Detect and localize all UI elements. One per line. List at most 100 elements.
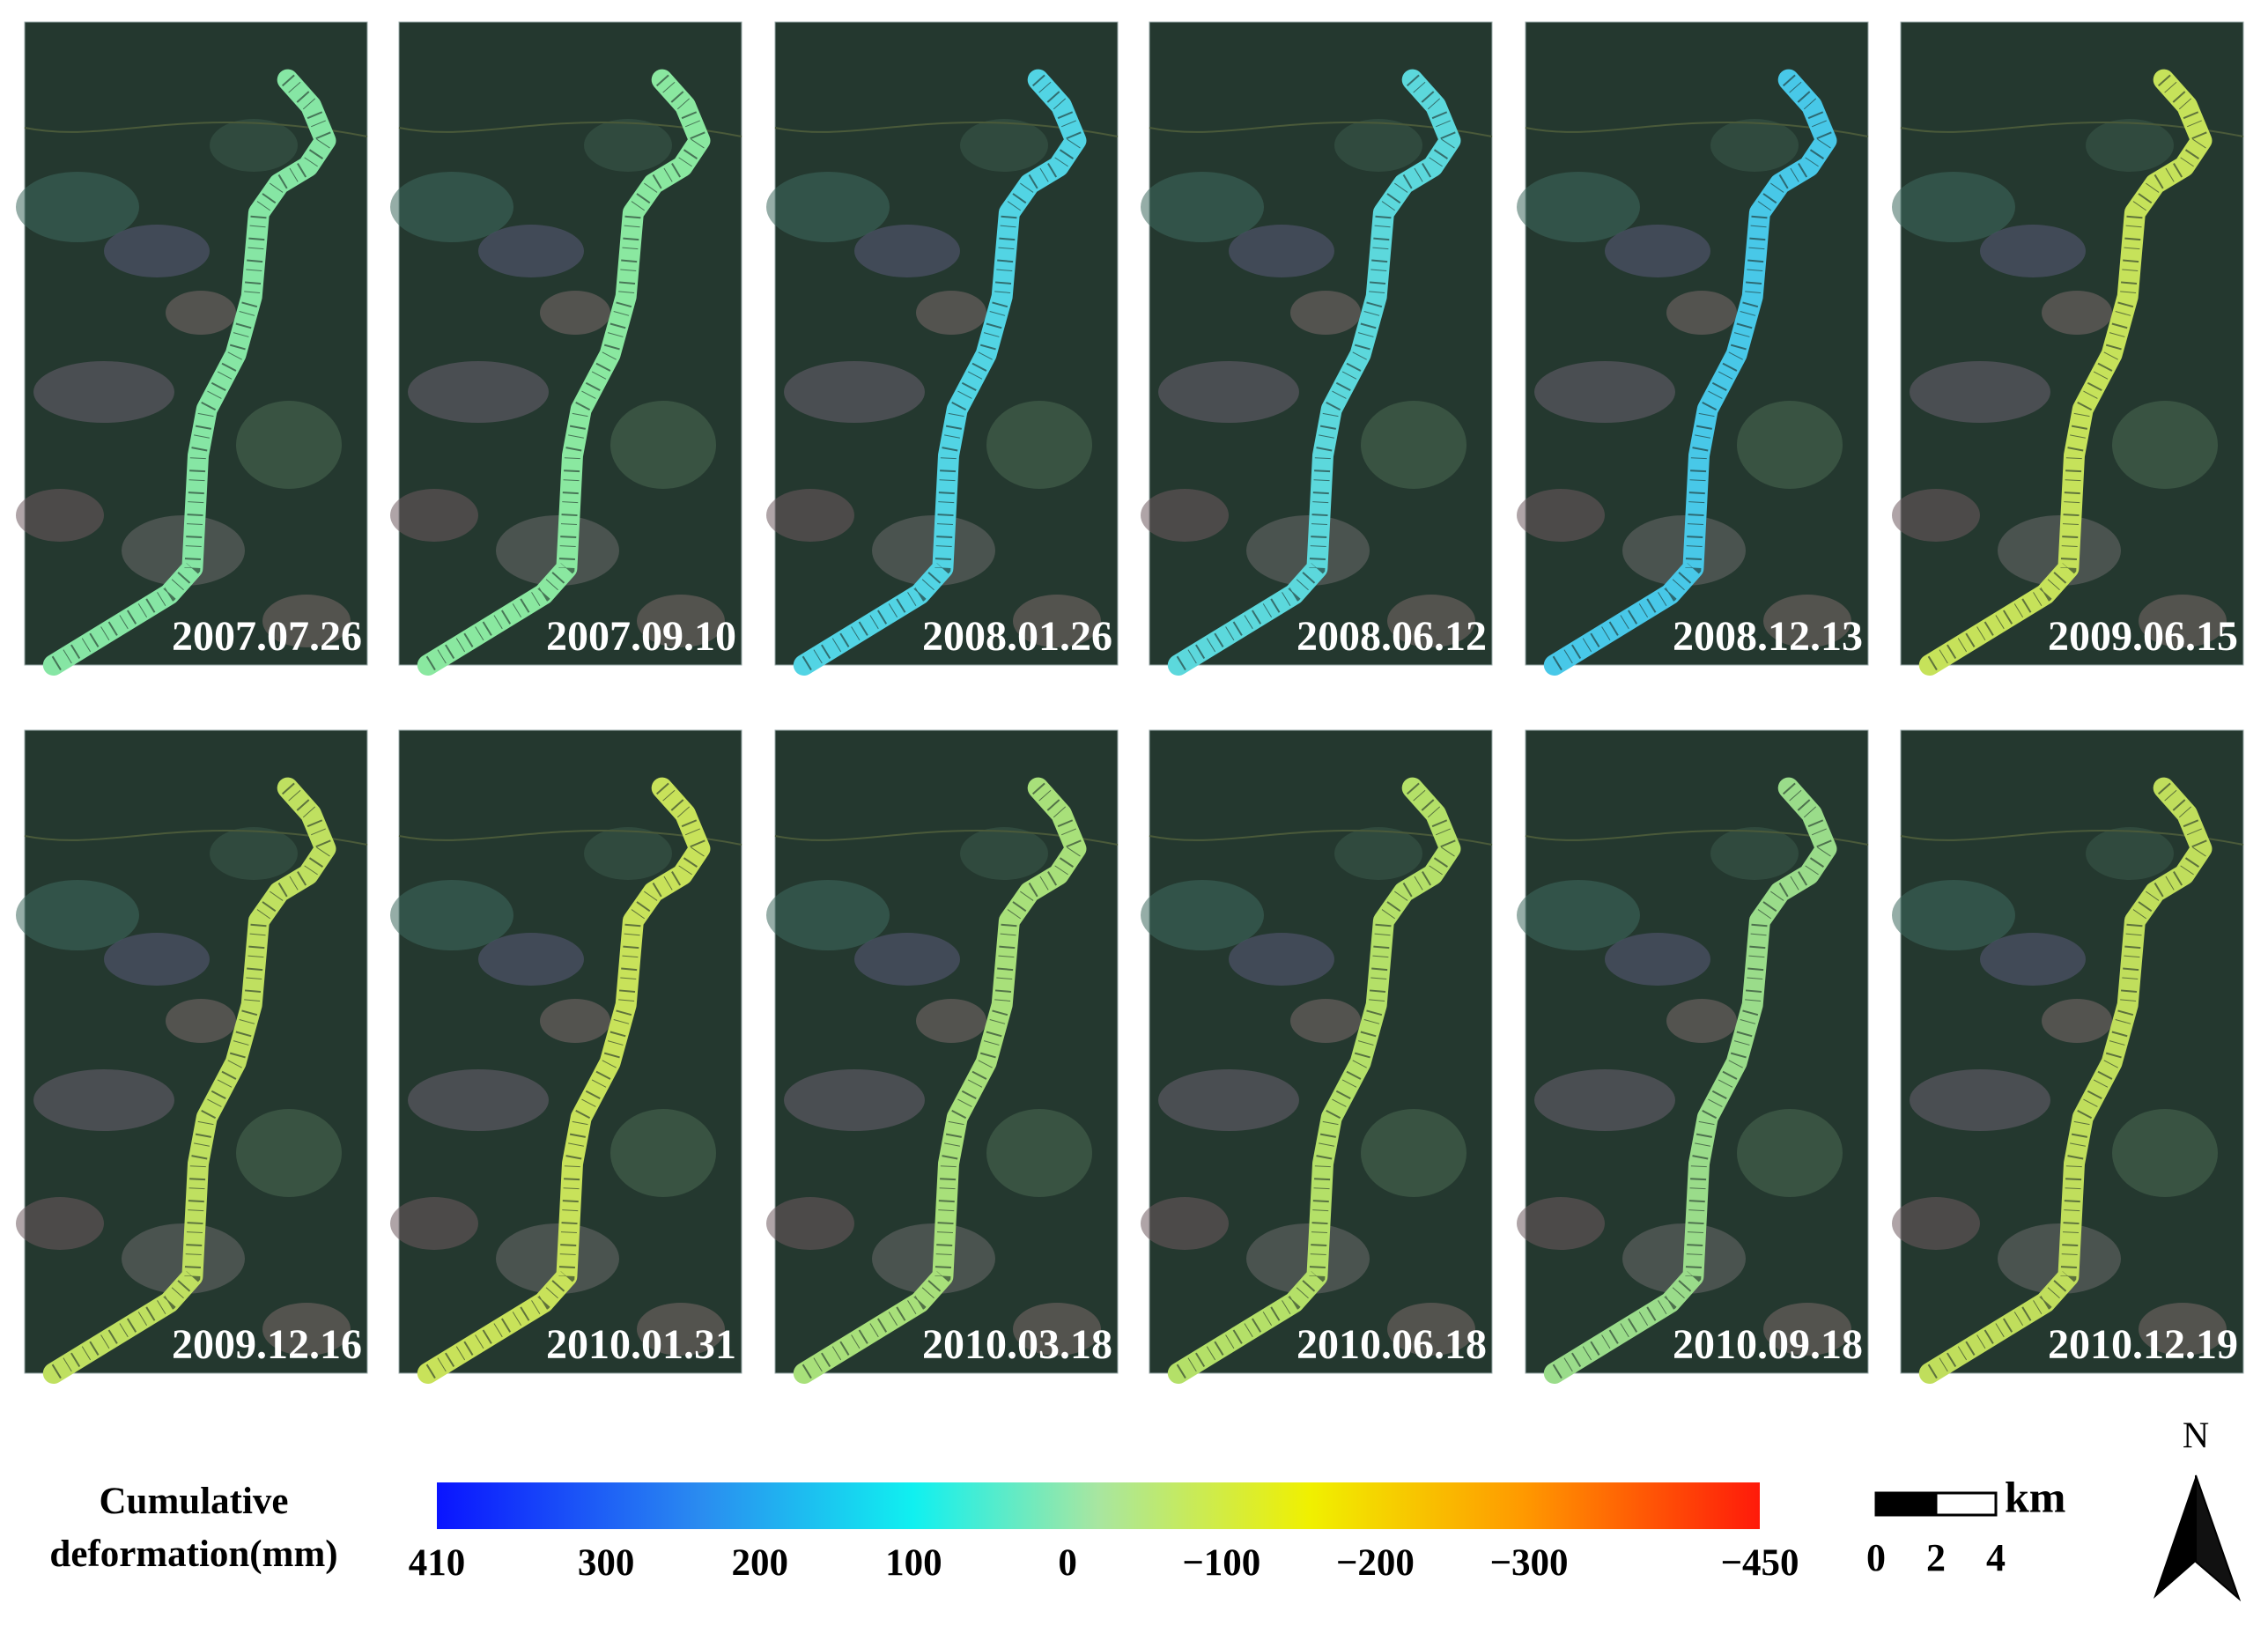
terrain-patch [408, 361, 549, 423]
colorbar [437, 1482, 1760, 1529]
terrain-patch [916, 291, 986, 335]
terrain-patch [1910, 361, 2050, 423]
terrain-patch [210, 827, 298, 880]
terrain-patch [1387, 595, 1475, 647]
minor-road [24, 830, 368, 846]
minor-road [1900, 122, 2244, 137]
terrain-patch [1892, 489, 1980, 542]
terrain-patch [1892, 880, 2015, 950]
terrain-patch [262, 1303, 351, 1356]
terrain-patch [104, 933, 210, 986]
terrain-patch [2139, 595, 2227, 647]
map-panel: 2010.01.31 [390, 729, 742, 1384]
terrain-patch [1361, 1109, 1466, 1197]
terrain-patch [408, 1069, 549, 1131]
terrain-patch [1517, 489, 1605, 542]
terrain-patch [1141, 489, 1229, 542]
deformation-speckle [800, 74, 1085, 672]
terrain-patch [2112, 401, 2218, 489]
terrain-patch [960, 119, 1048, 172]
colorbar-ticks: 410 300 200 100 0 −100 −200 −300 −450 [409, 1542, 1799, 1584]
terrain-patch [262, 595, 351, 647]
terrain-patch [1666, 999, 1737, 1043]
terrain-patch [2086, 119, 2174, 172]
deformation-speckle [1550, 74, 1836, 672]
terrain-patch [2042, 999, 2112, 1043]
terrain-patch [1158, 361, 1299, 423]
date-label: 2010.12.19 [2048, 1321, 2238, 1368]
north-arrow [2195, 1474, 2242, 1602]
terrain-patch [1013, 1303, 1101, 1356]
terrain-patch [986, 1109, 1092, 1197]
terrain-patch [390, 489, 478, 542]
terrain-patch [1763, 1303, 1851, 1356]
terrain-patch [960, 827, 1048, 880]
terrain-patch [1534, 361, 1675, 423]
panels: 2007.07.26 2007.09.10 2008.01.26 2008.06.12… [16, 21, 2244, 1384]
map-panel: 2008.06.12 [1141, 21, 1493, 676]
minor-road [774, 122, 1119, 137]
map-panel: 2009.06.15 [1892, 21, 2244, 676]
map-panel: 2009.12.16 [16, 729, 368, 1384]
colorbar-tick-label: 0 [1058, 1542, 1077, 1584]
terrain-patch [1710, 827, 1799, 880]
minor-road [398, 830, 742, 846]
terrain-patch [766, 172, 890, 242]
terrain-patch [1980, 225, 2086, 277]
terrain-patch [166, 291, 236, 335]
scale-bar-black [1874, 1491, 1938, 1517]
minor-road [398, 122, 742, 137]
terrain-patch [610, 1109, 716, 1197]
map-panel: 2008.12.13 [1517, 21, 1869, 676]
minor-road [1900, 830, 2244, 846]
scale-tick-label: 0 [1866, 1536, 1886, 1579]
terrain-patch [637, 595, 725, 647]
terrain-patch [540, 999, 610, 1043]
terrain-patch [478, 933, 584, 986]
minor-road [774, 830, 1119, 846]
date-label: 2010.06.18 [1297, 1321, 1487, 1368]
date-label: 2008.06.12 [1297, 613, 1487, 660]
terrain-patch [1229, 225, 1334, 277]
terrain-patch [1158, 1069, 1299, 1131]
terrain-patch [236, 401, 342, 489]
terrain-patch [540, 291, 610, 335]
terrain-patch [766, 880, 890, 950]
date-label: 2009.12.16 [172, 1321, 362, 1368]
terrain-patch [986, 401, 1092, 489]
minor-road [1149, 830, 1493, 846]
terrain-patch [766, 1197, 854, 1250]
colorbar-tick-label: −450 [1720, 1542, 1799, 1584]
terrain-patch [1892, 1197, 1980, 1250]
date-label: 2008.01.26 [922, 613, 1112, 660]
terrain-patch [210, 119, 298, 172]
terrain-patch [1980, 933, 2086, 986]
terrain-patch [2086, 827, 2174, 880]
terrain-patch [16, 1197, 104, 1250]
terrain-patch [784, 361, 925, 423]
map-panel: 2010.03.18 [766, 729, 1119, 1384]
deformation-speckle [1925, 74, 2211, 672]
terrain-patch [390, 172, 513, 242]
date-label: 2010.09.18 [1673, 1321, 1863, 1368]
date-label: 2010.03.18 [922, 1321, 1112, 1368]
minor-road [1525, 830, 1869, 846]
deformation-speckle [424, 782, 709, 1380]
terrain-patch [16, 172, 139, 242]
terrain-patch [1605, 225, 1710, 277]
scale-tick-label: 2 [1926, 1536, 1946, 1579]
terrain-patch [637, 1303, 725, 1356]
deformation-speckle [1174, 782, 1459, 1380]
terrain-patch [2139, 1303, 2227, 1356]
deformation-speckle [1174, 74, 1459, 672]
terrain-patch [854, 933, 960, 986]
terrain-patch [784, 1069, 925, 1131]
scale-unit: km [2005, 1472, 2065, 1521]
terrain-patch [584, 827, 672, 880]
terrain-patch [1141, 880, 1264, 950]
colorbar-tick-label: 410 [409, 1542, 466, 1584]
colorbar-tick-label: −200 [1336, 1542, 1415, 1584]
terrain-patch [766, 489, 854, 542]
terrain-patch [33, 1069, 174, 1131]
